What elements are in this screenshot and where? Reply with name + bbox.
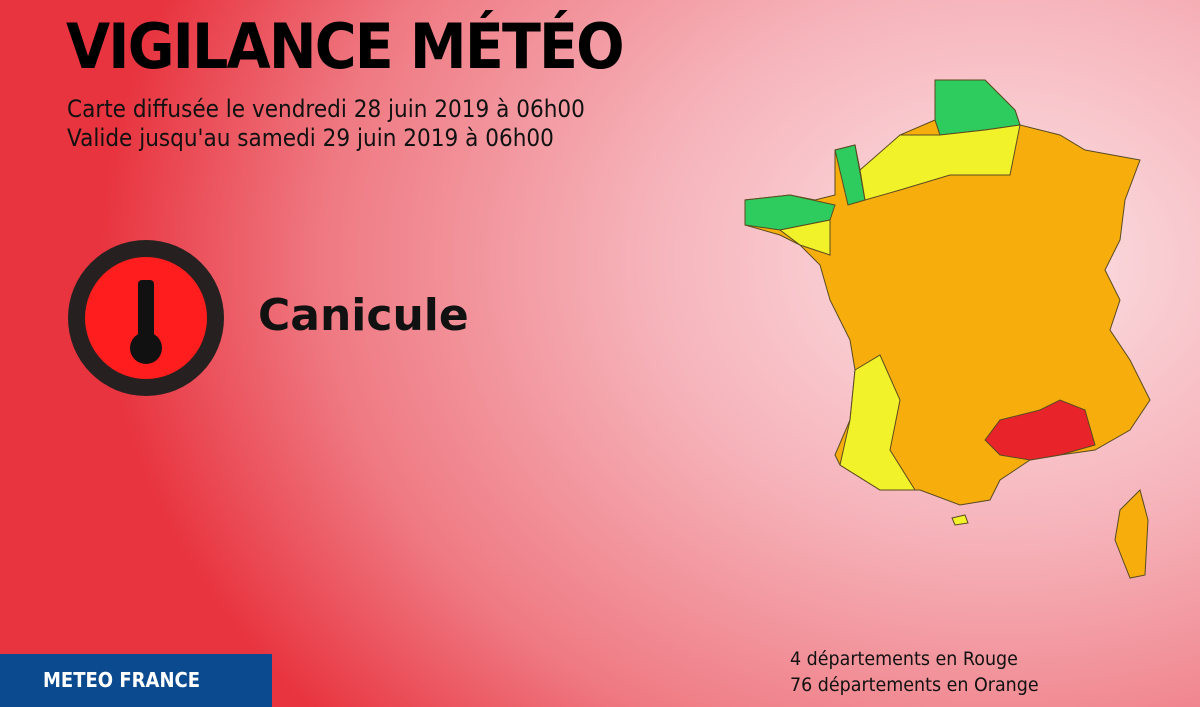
thermometer-icon (68, 240, 224, 396)
red-count: 4 départements en Rouge (790, 648, 1018, 670)
region-corsica (1114, 489, 1149, 579)
department-counts: 4 départements en Rouge 76 départements … (790, 646, 1039, 698)
region-island (951, 514, 969, 526)
region-red (984, 399, 1096, 461)
orange-count: 76 départements en Orange (790, 674, 1039, 696)
brand-logo: METEO FRANCE (0, 654, 272, 707)
page-title: VIGILANCE MÉTÉO (66, 10, 625, 83)
issued-date: Carte diffusée le vendredi 28 juin 2019 … (67, 95, 585, 123)
region-yellow-north (859, 124, 1021, 201)
region-yellow-loire (778, 219, 831, 256)
brand-label: METEO FRANCE (43, 668, 201, 692)
region-yellow-southwest (839, 354, 916, 491)
valid-until-date: Valide jusqu'au samedi 29 juin 2019 à 06… (67, 124, 554, 152)
hazard-label: Canicule (258, 290, 469, 341)
